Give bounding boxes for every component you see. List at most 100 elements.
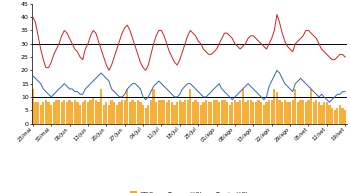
Bar	[321, 105, 323, 124]
Bar	[116, 105, 118, 124]
Bar	[210, 102, 212, 124]
Bar	[34, 102, 36, 124]
Bar	[247, 100, 249, 124]
Bar	[137, 100, 139, 124]
Bar	[323, 102, 325, 124]
Bar	[105, 102, 107, 124]
Bar	[71, 102, 73, 124]
Bar	[310, 89, 312, 124]
Bar	[200, 105, 202, 124]
Bar	[74, 100, 76, 124]
Bar	[82, 102, 84, 124]
Bar	[145, 108, 147, 124]
Bar	[153, 89, 155, 124]
Bar	[179, 100, 181, 124]
Bar	[111, 100, 113, 124]
Bar	[216, 100, 218, 124]
Bar	[166, 102, 168, 124]
Bar	[139, 102, 141, 124]
Bar	[37, 102, 39, 124]
Bar	[103, 105, 105, 124]
Bar	[192, 102, 194, 124]
Bar	[221, 100, 223, 124]
Bar	[313, 102, 315, 124]
Bar	[158, 100, 160, 124]
Legend: GDC, T max (°C), T min (°C): GDC, T max (°C), T min (°C)	[127, 189, 251, 193]
Bar	[297, 102, 299, 124]
Bar	[95, 100, 97, 124]
Bar	[315, 100, 317, 124]
Bar	[87, 102, 89, 124]
Bar	[263, 105, 265, 124]
Bar	[342, 108, 344, 124]
Bar	[171, 102, 173, 124]
Bar	[286, 102, 288, 124]
Bar	[202, 102, 204, 124]
Bar	[318, 102, 320, 124]
Bar	[344, 110, 346, 124]
Bar	[121, 100, 123, 124]
Bar	[268, 100, 270, 124]
Bar	[260, 102, 262, 124]
Bar	[265, 102, 267, 124]
Bar	[118, 102, 120, 124]
Bar	[273, 89, 275, 124]
Bar	[218, 102, 220, 124]
Bar	[163, 100, 165, 124]
Bar	[334, 110, 336, 124]
Bar	[237, 102, 239, 124]
Bar	[292, 100, 294, 124]
Bar	[147, 105, 149, 124]
Bar	[174, 105, 176, 124]
Bar	[53, 102, 55, 124]
Bar	[242, 89, 244, 124]
Bar	[113, 102, 115, 124]
Bar	[213, 100, 215, 124]
Bar	[255, 102, 257, 124]
Bar	[244, 102, 246, 124]
Bar	[134, 102, 136, 124]
Bar	[234, 100, 236, 124]
Bar	[336, 108, 338, 124]
Bar	[184, 100, 186, 124]
Bar	[226, 102, 228, 124]
Bar	[176, 102, 178, 124]
Bar	[58, 100, 60, 124]
Bar	[252, 102, 254, 124]
Bar	[63, 100, 65, 124]
Bar	[55, 100, 57, 124]
Bar	[100, 89, 102, 124]
Bar	[294, 89, 296, 124]
Bar	[239, 100, 241, 124]
Bar	[258, 100, 260, 124]
Bar	[129, 102, 131, 124]
Bar	[284, 100, 286, 124]
Bar	[197, 102, 199, 124]
Bar	[305, 102, 307, 124]
Bar	[45, 100, 47, 124]
Bar	[300, 100, 302, 124]
Bar	[328, 105, 330, 124]
Bar	[339, 105, 341, 124]
Bar	[229, 105, 231, 124]
Bar	[42, 102, 44, 124]
Bar	[331, 108, 333, 124]
Bar	[97, 102, 99, 124]
Bar	[84, 100, 86, 124]
Bar	[155, 102, 157, 124]
Bar	[276, 92, 278, 124]
Bar	[302, 100, 304, 124]
Bar	[271, 100, 273, 124]
Bar	[231, 102, 233, 124]
Bar	[189, 89, 191, 124]
Bar	[307, 100, 309, 124]
Bar	[92, 97, 94, 124]
Bar	[181, 102, 183, 124]
Bar	[79, 105, 81, 124]
Bar	[90, 100, 92, 124]
Bar	[281, 102, 283, 124]
Bar	[150, 100, 152, 124]
Bar	[124, 100, 126, 124]
Bar	[279, 100, 281, 124]
Bar	[223, 100, 225, 124]
